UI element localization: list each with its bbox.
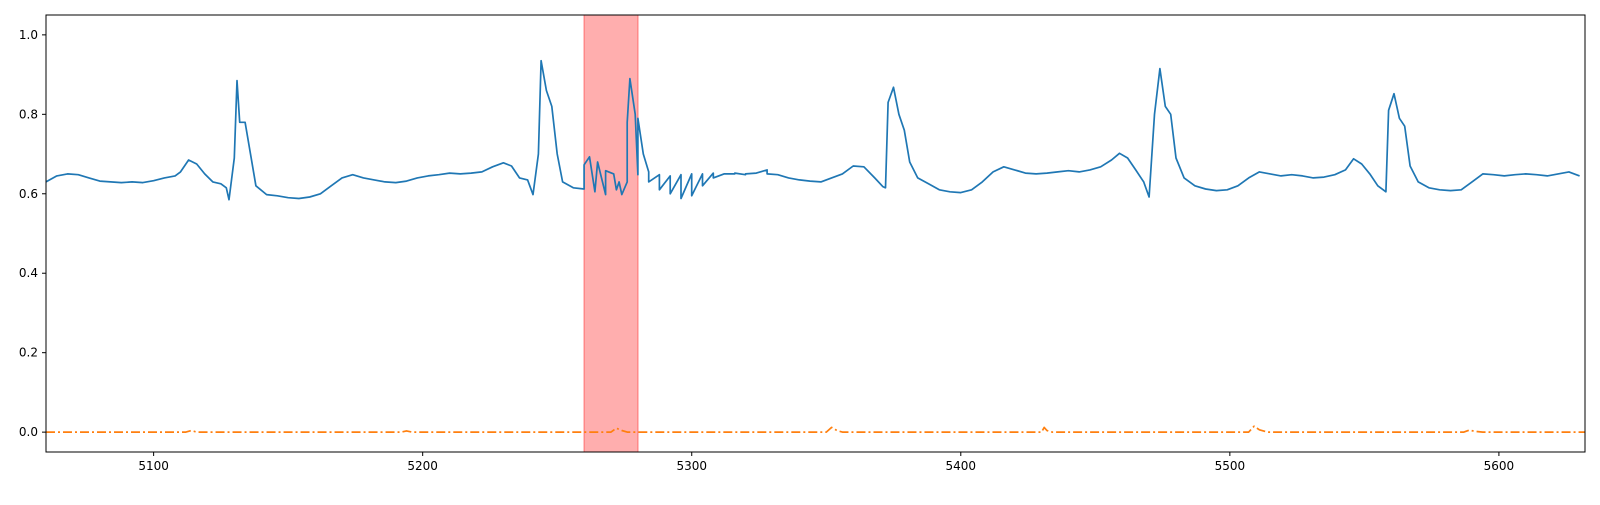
y-axis-ticks: 0.0 0.2 0.4 0.6 0.8 1.0 — [19, 28, 46, 439]
x-tick-label: 5600 — [1484, 459, 1515, 473]
y-tick-label: 0.0 — [19, 425, 38, 439]
y-tick-label: 0.4 — [19, 266, 38, 280]
y-tick-label: 0.2 — [19, 346, 38, 360]
x-tick-label: 5100 — [138, 459, 169, 473]
x-tick-label: 5300 — [676, 459, 707, 473]
x-tick-label: 5400 — [946, 459, 977, 473]
y-tick-label: 0.8 — [19, 107, 38, 121]
x-axis-ticks: 5100 5200 5300 5400 5500 5600 — [138, 452, 1514, 473]
x-tick-label: 5500 — [1215, 459, 1246, 473]
x-tick-label: 5200 — [407, 459, 438, 473]
y-tick-label: 0.6 — [19, 187, 38, 201]
y-tick-label: 1.0 — [19, 28, 38, 42]
axes-frame — [45, 14, 1586, 453]
series-layer — [45, 59, 1585, 433]
series-line-1 — [45, 59, 1580, 201]
series-line-2 — [46, 425, 1585, 433]
